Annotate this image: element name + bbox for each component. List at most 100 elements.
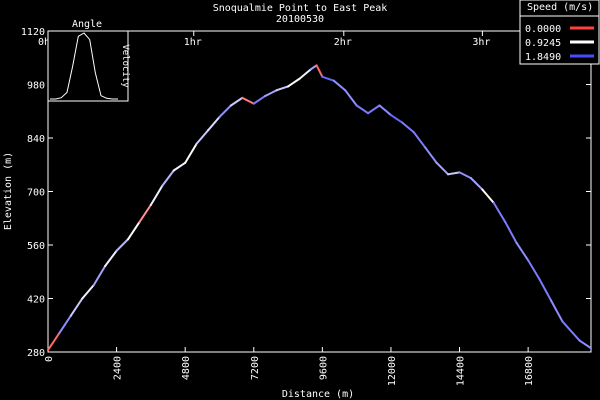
elevation-segment <box>161 169 175 187</box>
elevation-segment <box>424 146 438 164</box>
elevation-segment <box>469 177 484 191</box>
x-tick-label: 7200 <box>250 356 261 380</box>
elevation-point <box>389 114 392 117</box>
elevation-point <box>401 121 404 124</box>
elevation-segment <box>264 89 278 97</box>
elevation-point <box>447 173 450 176</box>
elevation-point <box>367 112 370 115</box>
elevation-point <box>527 259 530 262</box>
elevation-segment <box>252 94 267 105</box>
elevation-segment <box>458 171 472 180</box>
elevation-segment <box>504 221 518 245</box>
elevation-segment <box>184 142 198 164</box>
elevation-segment <box>138 203 152 224</box>
elevation-point <box>127 238 130 241</box>
elevation-segment <box>481 188 495 204</box>
elevation-segment <box>172 161 187 172</box>
time-tick-label: 1hr <box>184 37 202 48</box>
x-tick-label: 16800 <box>524 356 535 386</box>
elevation-point <box>252 102 255 105</box>
legend-frame <box>519 0 600 65</box>
elevation-segment <box>332 79 347 92</box>
elevation-segment <box>527 259 541 281</box>
time-tick-label: 3hr <box>472 37 490 48</box>
x-tick-label: 2400 <box>113 356 124 380</box>
y-axis-ticks: 280 420 560 700 840 980 1120 <box>21 27 591 359</box>
elevation-point <box>578 339 581 342</box>
elevation-segment <box>344 89 358 107</box>
elevation-point <box>309 68 312 71</box>
elevation-segment <box>104 249 118 268</box>
elevation-point <box>344 89 347 92</box>
elevation-point <box>47 349 49 352</box>
y-tick-label: 560 <box>27 241 45 252</box>
elevation-segment <box>447 171 461 176</box>
x-tick-label: 12000 <box>387 356 398 386</box>
x-axis-label: Distance (m) <box>282 389 354 400</box>
elevation-segment <box>218 104 232 118</box>
elevation-segment <box>115 238 130 252</box>
elevation-point <box>138 221 141 224</box>
elevation-point <box>149 203 152 206</box>
elevation-point <box>469 177 472 180</box>
elevation-point <box>412 131 415 134</box>
elevation-segment <box>401 121 415 134</box>
x-axis-ticks: 0 2400 4800 7200 9600 12000 14400 16800 <box>44 347 535 386</box>
elevation-segment <box>378 104 392 117</box>
y-tick-label: 420 <box>27 295 45 306</box>
elevation-point <box>355 104 358 107</box>
x-tick-label: 0 <box>44 356 55 362</box>
legend-entry-label: 0.9245 <box>525 38 561 49</box>
elevation-point <box>81 297 84 300</box>
elevation-segment <box>549 299 564 323</box>
elevation-segment <box>69 297 84 317</box>
x-tick-label: 9600 <box>318 356 329 380</box>
elevation-point <box>435 161 438 164</box>
elevation-segment <box>492 201 507 224</box>
y-axis-label: Elevation (m) <box>3 152 14 230</box>
elevation-point <box>241 96 244 99</box>
x-tick-label: 4800 <box>181 356 192 380</box>
elevation-point <box>321 75 324 78</box>
elevation-segment <box>355 104 370 115</box>
elevation-series <box>47 64 592 352</box>
elevation-segment <box>561 320 581 342</box>
elevation-segment <box>92 265 107 287</box>
elevation-segment <box>298 68 312 80</box>
elevation-segment <box>275 85 290 92</box>
elevation-segment <box>412 131 427 149</box>
elevation-point <box>195 142 198 145</box>
elevation-point <box>315 64 318 67</box>
elevation-point <box>92 284 95 287</box>
elevation-point <box>184 161 187 164</box>
elevation-segment <box>207 115 221 132</box>
elevation-segment <box>241 96 255 105</box>
y-tick-label: 280 <box>27 348 45 359</box>
inset-side-label: Velocity <box>120 44 130 88</box>
elevation-point <box>218 115 221 118</box>
chart-subtitle: 20100530 <box>276 14 324 25</box>
y-tick-label: 980 <box>27 81 45 92</box>
elevation-segment <box>538 278 552 302</box>
elevation-point <box>172 169 175 172</box>
elevation-point <box>538 278 541 281</box>
elevation-segment <box>309 64 318 71</box>
elevation-segment <box>127 221 141 241</box>
elevation-segment <box>515 242 530 262</box>
elevation-point <box>332 79 335 82</box>
elevation-segment <box>149 184 164 206</box>
elevation-point <box>104 265 107 268</box>
time-tick-label: 2hr <box>334 37 352 48</box>
elevation-segment <box>367 104 381 115</box>
elevation-point <box>515 242 518 245</box>
inset-panel: Angle Velocity <box>47 19 130 102</box>
inset-velocity-curve <box>50 32 118 100</box>
elevation-point <box>207 129 210 132</box>
inset-title: Angle <box>72 19 102 30</box>
elevation-segment <box>321 75 335 82</box>
elevation-segment <box>389 114 404 124</box>
x-tick-label: 14400 <box>456 356 467 386</box>
elevation-segment <box>195 129 210 145</box>
inset-frame <box>47 30 129 102</box>
